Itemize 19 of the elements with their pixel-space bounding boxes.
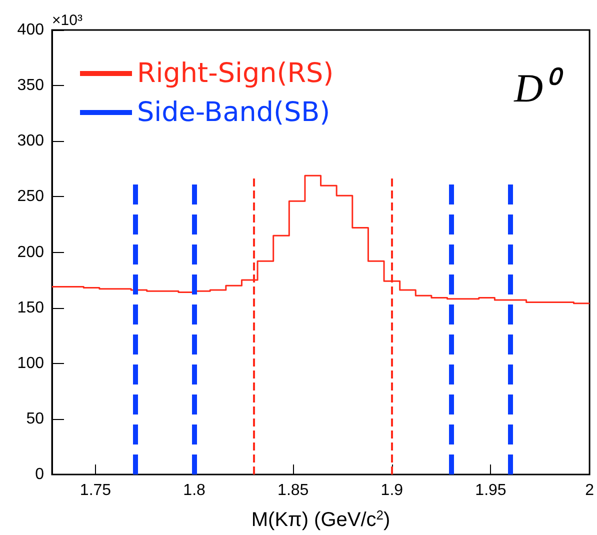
legend-label: Side-Band(SB) (137, 97, 330, 128)
y-tick-label: 300 (17, 132, 44, 150)
x-tick-label: 1.75 (80, 482, 112, 499)
y-tick-label: 400 (17, 22, 44, 38)
y-tick-label: 200 (17, 244, 44, 261)
y-tick-label: 350 (17, 77, 44, 94)
x-tick-label: 1.9 (380, 482, 404, 499)
x-tick-label: 1.85 (278, 482, 309, 499)
legend-label: Right-Sign(RS) (137, 58, 334, 89)
x-tick-label: 1.95 (475, 482, 506, 499)
x-tick-label: 1.8 (183, 482, 206, 499)
x-tick-label: 2 (585, 482, 594, 499)
y-axis-title: ×10³ (52, 12, 82, 29)
annotation: D⁰ (513, 66, 564, 110)
y-tick-label: 100 (17, 354, 44, 372)
y-tick-label: 0 (35, 466, 44, 483)
y-tick-label: 50 (26, 410, 44, 428)
y-tick-label: 250 (17, 188, 44, 206)
y-tick-label: 150 (17, 299, 44, 316)
